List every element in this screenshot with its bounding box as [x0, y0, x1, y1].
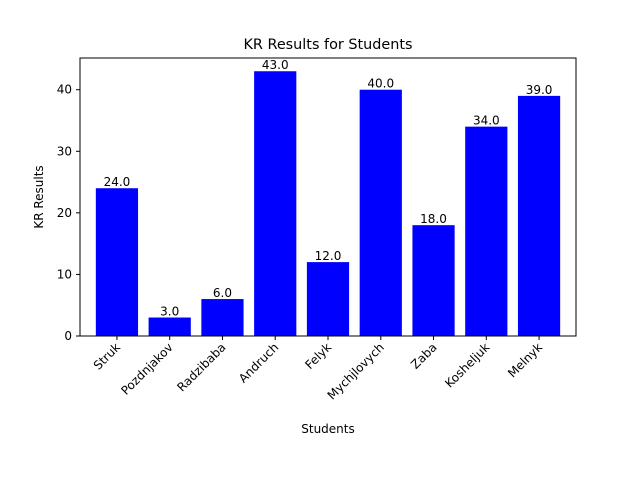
- value-label: 24.0: [104, 175, 131, 189]
- chart-title: KR Results for Students: [243, 37, 412, 53]
- x-tick-label: Radzibaba: [174, 340, 228, 394]
- bar-zaba: [412, 225, 455, 336]
- bar-felyk: [306, 262, 350, 336]
- x-tick-label: Mychjlovych: [325, 340, 387, 402]
- bar-kosheljuk: [465, 126, 508, 337]
- x-tick-label: Andruch: [236, 340, 281, 385]
- bar-melnyk: [517, 95, 561, 337]
- bar-andruch: [254, 71, 297, 337]
- x-tick-label: Melnyk: [505, 340, 545, 380]
- bar-pozdnjakov: [148, 317, 191, 336]
- x-axis-label: Students: [301, 422, 355, 436]
- y-axis-label: KR Results: [32, 165, 46, 228]
- value-label: 39.0: [526, 83, 553, 97]
- x-tick-label: Kosheljuk: [442, 340, 492, 390]
- value-label: 43.0: [262, 58, 289, 72]
- bar-struk: [95, 188, 139, 336]
- value-labels-group: 24.0 3.0 6.0 43.0 12.0 40.0 18.0 34.0 39.0: [104, 58, 553, 318]
- y-tick-label: 30: [57, 144, 72, 158]
- x-tick-label: Struk: [91, 340, 123, 372]
- value-label: 12.0: [315, 249, 342, 263]
- y-tick-label: 20: [57, 206, 72, 220]
- bars-group: [95, 71, 561, 337]
- y-tick-label: 0: [64, 329, 72, 343]
- y-tick-label: 40: [57, 83, 72, 97]
- x-tick-label: Felyk: [302, 340, 334, 372]
- x-tick-label: Zaba: [408, 340, 439, 371]
- plot-frame: [79, 57, 577, 337]
- bar-mychjlovych: [359, 89, 402, 337]
- value-label: 6.0: [213, 286, 232, 300]
- bar-radzibaba: [201, 299, 244, 336]
- value-label: 34.0: [473, 114, 500, 128]
- value-label: 3.0: [160, 305, 179, 319]
- value-label: 40.0: [367, 77, 394, 91]
- x-tick-label: Pozdnjakov: [118, 340, 176, 398]
- y-tick-label: 10: [57, 267, 72, 281]
- value-label: 18.0: [420, 212, 447, 226]
- y-axis: 0 10 20 30 40: [57, 83, 80, 343]
